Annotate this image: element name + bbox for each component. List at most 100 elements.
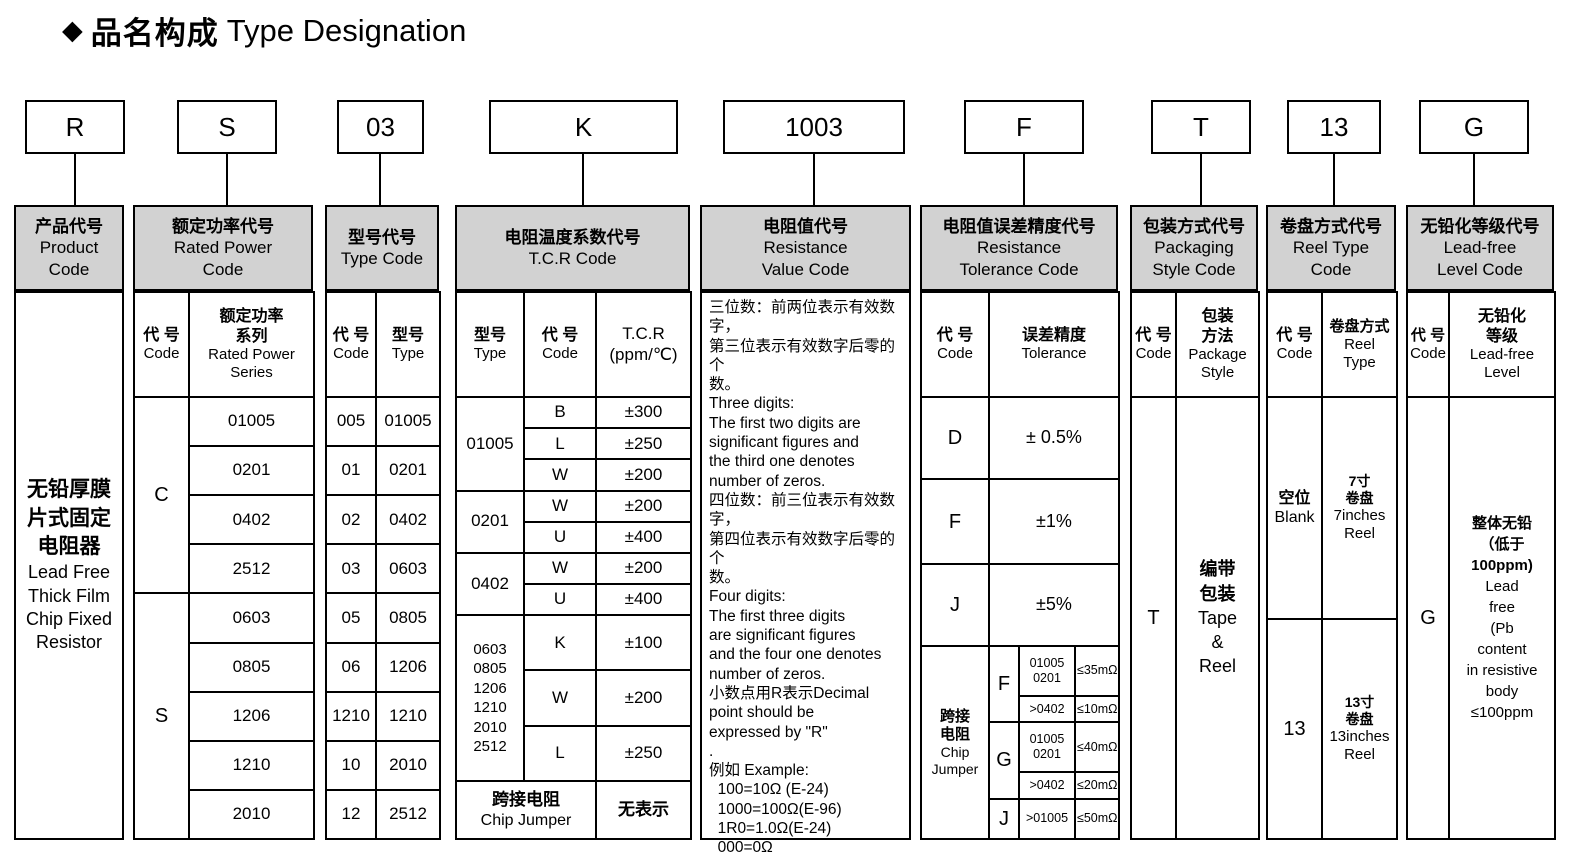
col-header-type: 型号 Type	[375, 291, 441, 398]
cell-code: K	[523, 614, 597, 672]
label-en: Code	[1135, 345, 1172, 363]
table-header-row: 代 号 Code 卷盘方式 Reel Type	[1266, 291, 1398, 398]
label-cjk: 整体无铅 （低于 100ppm)	[1471, 515, 1533, 574]
table-header-row: 代 号 Code 误差精度 Tolerance	[920, 291, 1120, 398]
table-row-jumper: 跨接电阻 Chip Jumper 无表示	[455, 780, 692, 840]
col-header-tolerance: 误差精度 Tolerance	[988, 291, 1120, 398]
cell-code: L	[523, 724, 597, 783]
column-rated-power: 额定功率代号 Rated Power Code 代 号 Code 额定功率 系列…	[133, 205, 315, 841]
table-row: 2010	[134, 788, 315, 841]
header-cjk: 无铅化等级代号	[1420, 217, 1540, 237]
table-row: 0402 W ±200	[455, 551, 692, 617]
table-row: 0201	[134, 445, 315, 497]
cell-tcr: ±100	[595, 614, 692, 672]
cell-code: 12	[325, 788, 377, 841]
type-code-header: 型号代号 Type Code	[325, 205, 439, 291]
column-product-code: 产品代号 Product Code 无铅厚膜 片式固定 电阻器 Lead Fre…	[14, 205, 124, 840]
header-en: Reel Type Code	[1292, 238, 1370, 279]
cell-jumper-label: 跨接 电阻 Chip Jumper	[920, 645, 990, 840]
tolerance-header: 电阻值误差精度代号 Resistance Tolerance Code	[920, 205, 1118, 291]
table-row: W ±200	[456, 669, 692, 727]
packaging-table: 代 号 Code 包装 方法 Package Style T 编带 包装 Tap…	[1130, 291, 1260, 840]
cell-code: U	[523, 583, 597, 617]
table-row: 0805	[134, 641, 315, 693]
label-en: 13inches Reel	[1329, 727, 1390, 763]
label-en: Code	[143, 345, 180, 363]
tcr-code-header: 电阻温度系数代号 T.C.R Code	[455, 205, 690, 291]
label-cjk: 代 号	[1135, 326, 1172, 344]
label-cjk: 代 号	[332, 326, 370, 344]
cell-resistance-limit: ≤50mΩ	[1074, 797, 1120, 840]
cell-tcr: ±200	[595, 458, 692, 492]
cell-code: 01	[325, 445, 377, 497]
rated-power-table: 代 号 Code 额定功率 系列 Rated Power Series C 01…	[133, 291, 315, 841]
col-header-code: 代 号 Code	[1130, 291, 1177, 398]
product-desc-en: Lead Free Thick Film Chip Fixed Resistor	[25, 562, 113, 653]
cell-type: 0201	[375, 445, 441, 497]
type-code-table: 代 号 Code 型号 Type 005 01005 01 0201 02 0402 …	[325, 291, 441, 841]
table-row: G 整体无铅 （低于 100ppm) Lead free (Pb content…	[1406, 396, 1556, 840]
leadfree-table: 代 号 Code 无铅化 等级 Lead-free Level G 整体无铅 （…	[1406, 291, 1556, 840]
table-header-row: 代 号 Code 包装 方法 Package Style	[1130, 291, 1260, 398]
cell-code: W	[523, 489, 597, 523]
cell-resistance-limit: ≤20mΩ	[1074, 771, 1120, 800]
label-en: Code	[333, 345, 369, 363]
label-en: 7inches Reel	[1333, 506, 1386, 542]
code-box-03: 03	[337, 100, 424, 154]
cell-subcode-g: G	[988, 721, 1020, 800]
label-cjk: 型号	[473, 326, 506, 344]
table-row: C 01005	[133, 395, 315, 595]
cell-size-range: 01005 0201	[1018, 645, 1076, 697]
connector-line	[813, 152, 815, 205]
cell-code: 05	[325, 592, 377, 644]
reel-type-header: 卷盘方式代号 Reel Type Code	[1266, 205, 1396, 291]
table-row: 13 13寸 卷盘 13inches Reel	[1266, 618, 1398, 840]
diamond-icon: ◆	[62, 15, 83, 45]
cell-type-0201: 0201	[455, 489, 525, 554]
code-box-r: R	[25, 100, 125, 154]
connector-line	[1473, 152, 1475, 205]
cell-code-f: F	[920, 478, 990, 565]
cell-code-g: G	[1406, 396, 1450, 840]
label-cjk: 误差精度	[1021, 326, 1086, 344]
cell-series: 0402	[188, 494, 315, 546]
col-header-series: 额定功率 系列 Rated Power Series	[188, 291, 315, 398]
cell-code-j: J	[920, 563, 990, 647]
table-row: F ±1%	[920, 478, 1120, 565]
cell-type: 1206	[375, 641, 441, 693]
table-row: 2512	[134, 543, 315, 595]
cell-tcr: ±400	[595, 520, 692, 554]
code-box-s: S	[177, 100, 277, 154]
product-code-body: 无铅厚膜 片式固定 电阻器 Lead Free Thick Film Chip …	[14, 291, 124, 840]
cell-code-d: D	[920, 396, 990, 480]
cell-code: W	[523, 669, 597, 727]
header-en: Type Code	[340, 249, 424, 268]
label-en: Code	[1410, 344, 1446, 362]
table-row: 05 0805	[325, 592, 441, 644]
table-row: 06 1206	[325, 641, 441, 693]
header-cjk: 额定功率代号	[172, 217, 274, 237]
table-row: 1210	[134, 739, 315, 791]
table-row: W ±200	[456, 458, 692, 492]
cell-size-range: >0402	[1018, 694, 1076, 724]
cell-code: 02	[325, 494, 377, 546]
table-row: D ± 0.5%	[920, 396, 1120, 480]
product-code-header: 产品代号 Product Code	[14, 205, 124, 291]
cell-type-0402: 0402	[455, 551, 525, 617]
col-header-code: 代 号 Code	[1266, 291, 1323, 398]
label-en: Chip Jumper	[931, 743, 979, 777]
label-en: Package Style	[1188, 345, 1247, 381]
cell-code: W	[523, 551, 597, 586]
label-en: Chip Jumper	[480, 811, 572, 829]
table-header-row: 代 号 Code 无铅化 等级 Lead-free Level	[1406, 291, 1556, 398]
header-en: Resistance Tolerance Code	[959, 238, 1079, 279]
code-box-k: K	[489, 100, 678, 154]
table-row: U ±400	[456, 583, 692, 617]
table-row: 1210 1210	[325, 690, 441, 742]
table-row: J >01005 ≤50mΩ	[921, 797, 1120, 840]
header-cjk: 电阻值误差精度代号	[942, 217, 1096, 237]
label-en: Blank	[1274, 509, 1315, 526]
column-reel-type: 卷盘方式代号 Reel Type Code 代 号 Code 卷盘方式 Reel…	[1266, 205, 1398, 840]
table-row-jumper: 跨接 电阻 Chip Jumper F 01005 0201 ≤35mΩ	[920, 644, 1120, 840]
